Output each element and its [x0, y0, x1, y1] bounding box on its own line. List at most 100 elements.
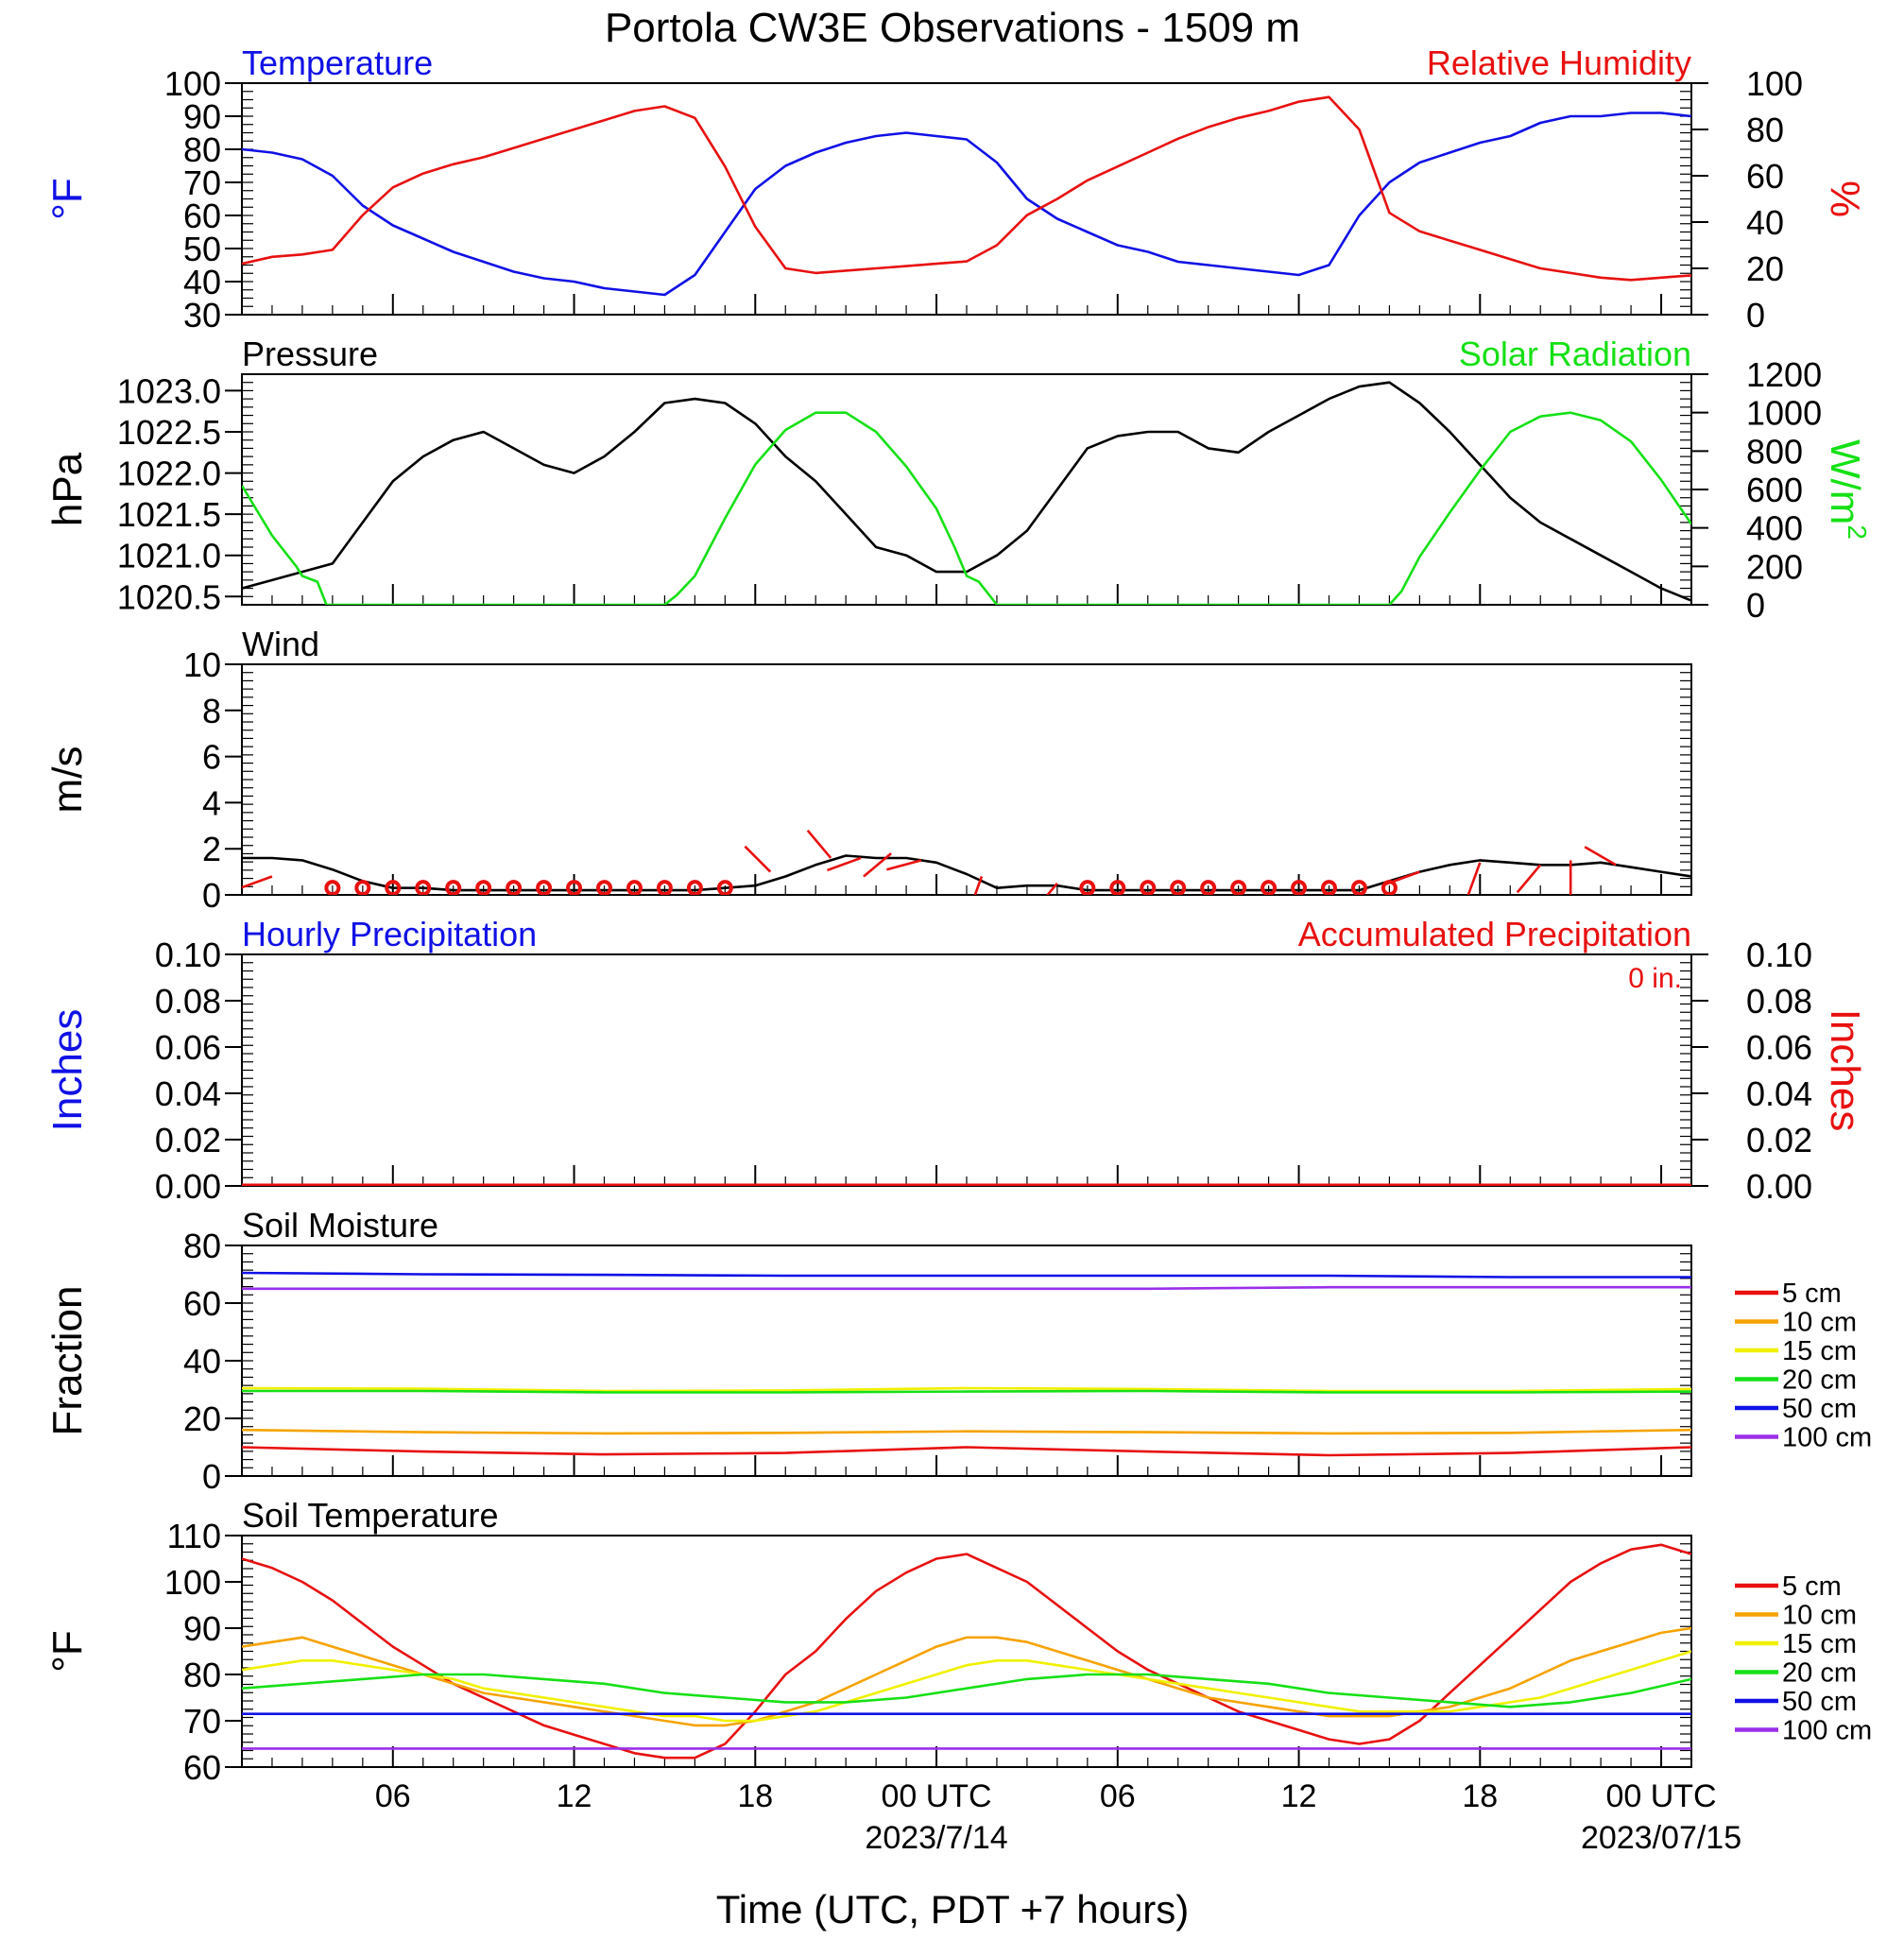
- calm-circle: [1170, 880, 1187, 895]
- legend-label: 15 cm: [1782, 1336, 1857, 1366]
- right-tick-label: 0: [1746, 586, 1765, 625]
- series-line-10-cm: [242, 1428, 1691, 1435]
- right-tick-label: 0.08: [1746, 982, 1812, 1021]
- plot-area: [242, 1271, 1691, 1457]
- left-tick-label: 0.10: [155, 936, 221, 974]
- series-line-15-cm: [242, 1386, 1691, 1393]
- left-tick-label: 0.04: [155, 1074, 221, 1113]
- left-tick-label: 70: [183, 1702, 221, 1741]
- right-tick-label: 80: [1746, 111, 1784, 149]
- panels: 10090807060504030100806040200Temperature…: [44, 43, 1872, 1856]
- series-line-20-cm: [242, 1673, 1691, 1708]
- plot-frame: [241, 82, 1692, 316]
- calm-circle: [1109, 880, 1126, 895]
- left-tick-label: 0: [202, 876, 221, 915]
- calm-circle: [415, 880, 432, 895]
- calm-circle: [686, 880, 703, 895]
- left-tick-label: 0.02: [155, 1121, 221, 1159]
- calm-circle: [1261, 880, 1278, 895]
- left-tick-label: 10: [183, 645, 221, 684]
- left-tick-label: 90: [183, 1609, 221, 1648]
- left-tick-label: 0.08: [155, 982, 221, 1021]
- x-tick-label: 12: [1281, 1778, 1317, 1814]
- left-tick-label: 30: [183, 296, 221, 335]
- left-tick-label: 6: [202, 738, 221, 777]
- calm-circle: [1350, 880, 1367, 895]
- panel-right-title: Accumulated Precipitation: [1298, 915, 1691, 953]
- panel-left-title: Temperature: [242, 43, 433, 82]
- right-tick-label: 1000: [1746, 394, 1822, 433]
- left-tick-label: 90: [183, 97, 221, 136]
- legend-label: 20 cm: [1782, 1658, 1857, 1689]
- left-tick-label: 1020.5: [117, 577, 221, 616]
- plot-frame: [241, 373, 1692, 606]
- legend-label: 50 cm: [1782, 1687, 1857, 1717]
- calm-circle: [1200, 880, 1217, 895]
- left-tick-label: 80: [183, 130, 221, 169]
- calm-circle: [324, 880, 341, 895]
- right-tick-label: 200: [1746, 547, 1803, 586]
- right-tick-label: 0.06: [1746, 1028, 1812, 1067]
- left-tick-label: 1023.0: [117, 371, 221, 410]
- right-tick-label: 0: [1746, 296, 1765, 335]
- left-tick-label: 1022.5: [117, 413, 221, 452]
- right-tick-label: 60: [1746, 157, 1784, 196]
- panel-wind: 10 8 6 4 2 0 Wind m/s: [44, 625, 1692, 915]
- plot-area: [242, 1543, 1691, 1760]
- left-tick-label: 0.06: [155, 1028, 221, 1067]
- x-tick-label: 06: [375, 1778, 411, 1814]
- series-line-1: [242, 95, 1691, 282]
- plot-frame: [241, 1245, 1692, 1477]
- left-tick-label: 40: [183, 263, 221, 301]
- right-tick-label: 40: [1746, 203, 1784, 242]
- panel-right-title: Solar Radiation: [1459, 335, 1691, 373]
- calm-circle: [475, 880, 492, 895]
- calm-circle: [1230, 880, 1247, 895]
- plot-frame: [241, 953, 1692, 1187]
- left-axis-label: Inches: [44, 1009, 91, 1132]
- series-line-15-cm: [242, 1650, 1691, 1723]
- calm-circle: [445, 880, 462, 895]
- x-tick-label: 00 UTC: [1605, 1778, 1716, 1814]
- calm-circle: [656, 880, 673, 895]
- series-line-10-cm: [242, 1626, 1691, 1727]
- right-tick-label: 600: [1746, 471, 1803, 509]
- series-line-50-cm: [242, 1271, 1691, 1279]
- panel-left-title: Hourly Precipitation: [242, 915, 537, 953]
- figure-title: Portola CW3E Observations - 1509 m: [605, 5, 1300, 51]
- calm-circle: [1079, 880, 1096, 895]
- right-tick-label: 0.02: [1746, 1121, 1812, 1159]
- panel-left-title: Wind: [242, 625, 319, 663]
- right-axis-label-superscript: 2: [1843, 524, 1872, 540]
- calm-circle: [385, 880, 402, 895]
- calm-circle: [566, 880, 583, 895]
- x-tick-label: 18: [1462, 1778, 1498, 1814]
- left-axis-label: hPa: [44, 452, 91, 526]
- left-tick-label: 8: [202, 692, 221, 730]
- left-tick-label: 60: [183, 1284, 221, 1323]
- wind-barb: [973, 876, 984, 895]
- left-tick-label: 60: [183, 1748, 221, 1787]
- calm-circle: [1321, 880, 1337, 895]
- left-tick-label: 0.00: [155, 1167, 221, 1206]
- left-tick-label: 1021.5: [117, 495, 221, 534]
- x-date-label: 2023/07/15: [1581, 1820, 1741, 1856]
- panel-precip: 0.10 0.08 0.06 0.04 0.02 0.00 0.10 0.08 0.06 0.04…: [44, 915, 1868, 1206]
- x-tick-label: 06: [1100, 1778, 1136, 1814]
- wind-barb: [1584, 846, 1617, 867]
- calm-circle: [1291, 880, 1308, 895]
- plot-area: [242, 95, 1691, 297]
- series-line-20-cm: [242, 1389, 1691, 1394]
- legend-label: 10 cm: [1782, 1601, 1857, 1631]
- calm-circle: [354, 880, 371, 895]
- right-tick-label: 0.10: [1746, 936, 1812, 974]
- wind-barb: [806, 830, 832, 859]
- left-tick-label: 2: [202, 830, 221, 868]
- wind-barb: [744, 845, 772, 873]
- series-line-0: [242, 381, 1691, 602]
- left-tick-label: 0: [202, 1457, 221, 1496]
- right-tick-label: 400: [1746, 509, 1803, 548]
